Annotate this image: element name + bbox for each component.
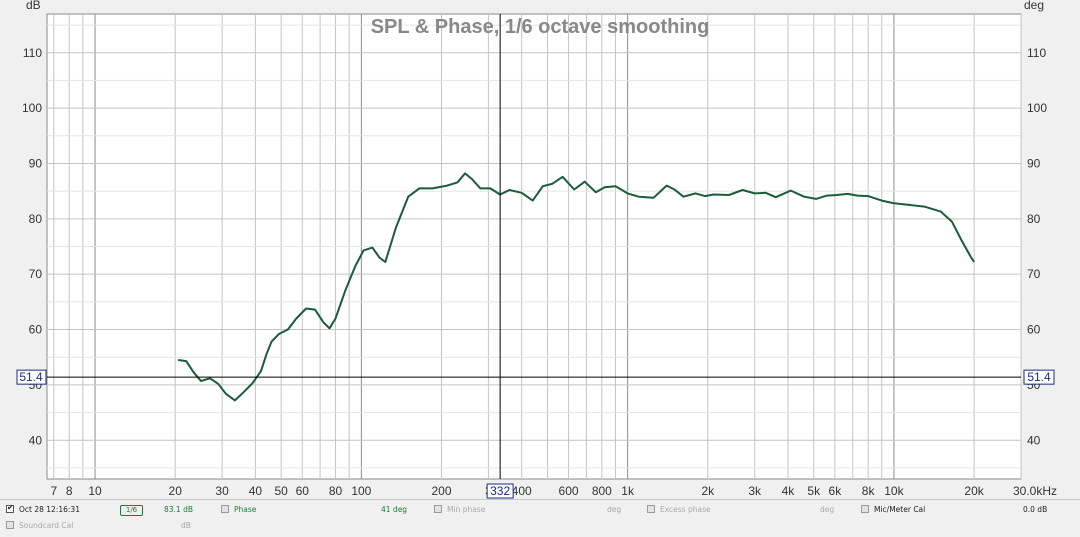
excess-phase-checkbox[interactable] (647, 505, 655, 513)
y-tick-label: 70 (29, 267, 43, 281)
x-tick-label: 10k (884, 484, 904, 498)
x-tick-label: 6k (829, 484, 843, 498)
x-tick-label: 8k (862, 484, 876, 498)
x-tick-label: 4k (782, 484, 796, 498)
x-tick-label: 400 (512, 484, 532, 498)
x-tick-label: 100 (351, 484, 371, 498)
excess-phase-unit: deg (820, 505, 835, 514)
min-phase-label: Min phase (447, 505, 486, 514)
x-tick-label: 5k (807, 484, 821, 498)
min-phase-unit: deg (607, 505, 622, 514)
series-layer (177, 172, 975, 402)
phase-checkbox[interactable] (221, 505, 229, 513)
x-tick-label: 40 (249, 484, 263, 498)
spl-value: 83.1 dB (164, 505, 193, 514)
mic-cal-value: 0.0 dB (1023, 505, 1048, 514)
y-tick-label: 40 (29, 433, 43, 447)
cursor-y-label-right: 51.4 (1027, 370, 1051, 384)
cursor-y-label-box-left (16, 369, 47, 385)
x-tick-label: 3k (748, 484, 762, 498)
x-tick-label: 600 (559, 484, 579, 498)
y-tick-label-right: 70 (1027, 267, 1041, 281)
x-tick-label: 60 (296, 484, 310, 498)
y-tick-label: 60 (29, 323, 43, 337)
chart-title: SPL & Phase, 1/6 octave smoothing (371, 16, 710, 38)
soundcard-cal-unit: dB (181, 521, 191, 530)
smoothing-button[interactable]: 1/6 (120, 505, 143, 516)
x-tick-label: 30 (215, 484, 229, 498)
measurement-name: Oct 28 12:16:31 (19, 505, 80, 514)
y-tick-label-right: 100 (1027, 101, 1047, 115)
x-tick-label: 8 (66, 484, 73, 498)
y-tick-label: 90 (29, 156, 43, 170)
x-tick-labels: 781020304050608010020034006008001k2k3k4k… (50, 484, 1057, 498)
y-tick-label: 110 (23, 46, 42, 60)
x-tick-label: 30.0kHz (1013, 484, 1057, 498)
excess-phase-label: Excess phase (660, 505, 711, 514)
phase-label: Phase (234, 505, 257, 514)
x-tick-label: 80 (329, 484, 343, 498)
min-phase-checkbox[interactable] (434, 505, 442, 513)
x-tick-label: 800 (592, 484, 612, 498)
spl-trace (177, 172, 975, 402)
mic-cal-checkbox[interactable] (861, 505, 869, 513)
soundcard-cal-label: Soundcard Cal (19, 521, 74, 530)
legend-panel: Oct 28 12:16:31 1/6 83.1 dB Phase 41 deg… (0, 499, 1080, 537)
x-tick-label: 20k (964, 484, 984, 498)
x-tick-label: 2k (701, 484, 715, 498)
y-tick-label-right: 80 (1027, 212, 1041, 226)
y-tick-label-right: 90 (1027, 156, 1041, 170)
phase-value: 41 deg (381, 505, 408, 514)
cursor-y-label-box-right (1023, 369, 1055, 385)
x-tick-label: 1k (621, 484, 635, 498)
x-tick-label: 200 (431, 484, 451, 498)
spl-chart[interactable]: SPL & Phase, 1/6 octave smoothing dB deg… (0, 0, 1080, 500)
y-axis-unit-right: deg (1024, 0, 1044, 12)
y-tick-label: 80 (29, 212, 43, 226)
x-tick-label: 10 (88, 484, 102, 498)
y-axis-unit-left: dB (26, 0, 41, 12)
x-tick-label: 20 (169, 484, 183, 498)
cursor-y-label-left: 51.4 (19, 370, 43, 384)
y-tick-label-right: 60 (1027, 323, 1041, 337)
y-tick-label-right: 110 (1027, 46, 1046, 60)
cursor[interactable]: 51.4 51.4 332 (16, 14, 1055, 499)
y-tick-label: 100 (22, 101, 42, 115)
cursor-x-label-box (486, 483, 514, 499)
x-tick-label: 50 (275, 484, 289, 498)
y-tick-label-right: 40 (1027, 433, 1041, 447)
mic-cal-label: Mic/Meter Cal (874, 505, 926, 514)
horizontal-grid (47, 24, 1021, 469)
soundcard-cal-checkbox[interactable] (6, 521, 14, 529)
x-tick-label: 7 (50, 484, 57, 498)
measurement-checkbox[interactable] (6, 503, 14, 513)
cursor-x-label: 332 (490, 484, 510, 498)
